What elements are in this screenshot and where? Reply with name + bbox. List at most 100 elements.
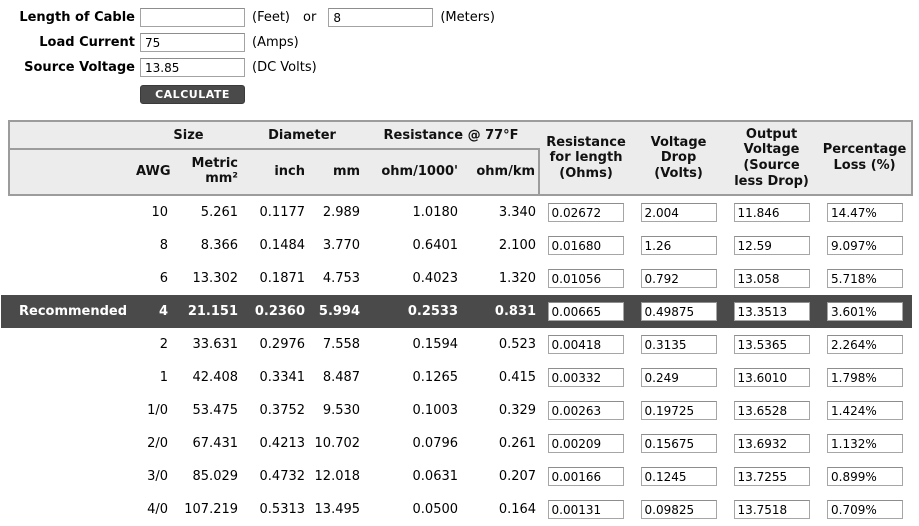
cell-metric-mm2: 8.366 <box>200 238 239 253</box>
source-voltage-label: Source Voltage <box>24 60 135 75</box>
length-feet-input[interactable] <box>140 8 245 27</box>
output-voltage-input[interactable] <box>733 269 810 288</box>
voltage-drop-input[interactable] <box>640 302 717 321</box>
output-voltage-input[interactable] <box>733 203 810 222</box>
table-row: Recommended 4 21.151 0.2360 5.994 0.2533… <box>9 295 913 328</box>
voltage-drop-input[interactable] <box>640 500 717 519</box>
cell-metric-mm2: 5.261 <box>200 205 239 220</box>
load-current-label: Load Current <box>39 35 135 50</box>
percentage-loss-input[interactable] <box>827 467 904 486</box>
source-voltage-input[interactable] <box>140 58 245 77</box>
cell-ohm-per-km: 0.207 <box>498 469 537 484</box>
load-current-input[interactable] <box>140 33 245 52</box>
length-of-cable-row: Length of Cable (Feet) or (Meters) <box>0 8 919 27</box>
resistance-for-length-input[interactable] <box>547 500 624 519</box>
header-awg: AWG <box>136 149 171 196</box>
table-header: Size Diameter Resistance @ 77°F Resistan… <box>8 120 914 196</box>
table-row: 4/0 107.219 0.5313 13.495 0.0500 0.164 <box>9 493 912 526</box>
table-row: 10 5.261 0.1177 2.989 1.0180 3.340 <box>9 195 912 229</box>
resistance-for-length-input[interactable] <box>547 302 624 321</box>
resistance-for-length-input[interactable] <box>547 401 624 420</box>
voltage-drop-input[interactable] <box>640 467 717 486</box>
row-label <box>9 493 136 526</box>
percentage-loss-input[interactable] <box>827 236 904 255</box>
percentage-loss-input[interactable] <box>827 434 904 453</box>
cell-ohm-per-km: 0.831 <box>461 295 540 328</box>
cell-inch: 0.3752 <box>259 403 306 418</box>
cell-ohm-per-km: 2.100 <box>498 238 537 253</box>
percentage-loss-input[interactable] <box>827 500 904 519</box>
output-voltage-input[interactable] <box>733 500 810 519</box>
cell-ohm-per-km: 1.320 <box>498 271 537 286</box>
header-output-voltage: Output Voltage (Source less Drop) <box>725 120 819 196</box>
header-group-diameter: Diameter <box>241 120 364 150</box>
resistance-for-length-input[interactable] <box>547 467 624 486</box>
cell-inch: 0.4213 <box>259 436 306 451</box>
cell-metric-mm2: 107.219 <box>184 502 239 517</box>
cell-metric-mm2: 13.302 <box>192 271 239 286</box>
resistance-for-length-input[interactable] <box>547 335 624 354</box>
header-ohm-per-1000ft: ohm/1000' <box>363 149 462 196</box>
cell-metric-mm2: 53.475 <box>192 403 239 418</box>
percentage-loss-input[interactable] <box>827 269 904 288</box>
percentage-loss-input[interactable] <box>827 368 904 387</box>
cell-awg: 6 <box>159 271 168 286</box>
cell-ohm-per-1000ft: 1.0180 <box>412 205 459 220</box>
header-resistance-for-length: Resistance for length (Ohms) <box>539 120 633 196</box>
meters-unit-label: (Meters) <box>440 10 495 25</box>
cell-mm: 9.530 <box>322 403 361 418</box>
table-row: 3/0 85.029 0.4732 12.018 0.0631 0.207 <box>9 460 912 493</box>
cell-ohm-per-1000ft: 0.0631 <box>412 469 459 484</box>
cell-ohm-per-km: 0.164 <box>498 502 537 517</box>
output-voltage-input[interactable] <box>733 302 810 321</box>
length-meters-input[interactable] <box>328 8 434 27</box>
output-voltage-input[interactable] <box>733 335 810 354</box>
dc-volts-unit-label: (DC Volts) <box>252 60 317 75</box>
resistance-for-length-input[interactable] <box>547 203 624 222</box>
length-of-cable-label: Length of Cable <box>19 10 135 25</box>
resistance-for-length-input[interactable] <box>547 368 624 387</box>
cell-ohm-per-km: 0.261 <box>498 436 537 451</box>
voltage-drop-input[interactable] <box>640 368 717 387</box>
cell-ohm-per-1000ft: 0.1003 <box>412 403 459 418</box>
voltage-drop-input[interactable] <box>640 401 717 420</box>
cell-awg: 2/0 <box>147 436 168 451</box>
row-label <box>9 460 136 493</box>
row-label <box>9 328 136 361</box>
voltage-drop-input[interactable] <box>640 203 717 222</box>
cell-mm: 2.989 <box>322 205 361 220</box>
output-voltage-input[interactable] <box>733 236 810 255</box>
cell-metric-mm2: 33.631 <box>192 337 239 352</box>
resistance-for-length-input[interactable] <box>547 236 624 255</box>
resistance-for-length-input[interactable] <box>547 269 624 288</box>
table-row: 2/0 67.431 0.4213 10.702 0.0796 0.261 <box>9 427 912 460</box>
voltage-drop-input[interactable] <box>640 236 717 255</box>
or-label: or <box>303 10 317 25</box>
output-voltage-input[interactable] <box>733 401 810 420</box>
cell-mm: 3.770 <box>322 238 361 253</box>
percentage-loss-input[interactable] <box>827 302 904 321</box>
row-label <box>9 262 136 295</box>
calculator-form: Length of Cable (Feet) or (Meters) Load … <box>0 0 919 104</box>
cell-ohm-per-1000ft: 0.0500 <box>412 502 459 517</box>
voltage-drop-input[interactable] <box>640 335 717 354</box>
resistance-for-length-input[interactable] <box>547 434 624 453</box>
percentage-loss-input[interactable] <box>827 203 904 222</box>
row-label: Recommended <box>9 295 136 328</box>
voltage-drop-input[interactable] <box>640 269 717 288</box>
cell-ohm-per-1000ft: 0.1265 <box>412 370 459 385</box>
header-metric-mm2: Metric mm² <box>171 149 242 196</box>
output-voltage-input[interactable] <box>733 467 810 486</box>
percentage-loss-input[interactable] <box>827 335 904 354</box>
source-voltage-row: Source Voltage (DC Volts) <box>0 58 919 77</box>
percentage-loss-input[interactable] <box>827 401 904 420</box>
cell-mm: 13.495 <box>314 502 361 517</box>
calculate-button[interactable]: CALCULATE <box>140 85 245 104</box>
cell-mm: 12.018 <box>314 469 361 484</box>
feet-unit-label: (Feet) <box>252 10 291 25</box>
output-voltage-input[interactable] <box>733 434 810 453</box>
voltage-drop-input[interactable] <box>640 434 717 453</box>
output-voltage-input[interactable] <box>733 368 810 387</box>
cell-awg: 1/0 <box>147 403 168 418</box>
cell-ohm-per-1000ft: 0.2533 <box>363 295 462 328</box>
